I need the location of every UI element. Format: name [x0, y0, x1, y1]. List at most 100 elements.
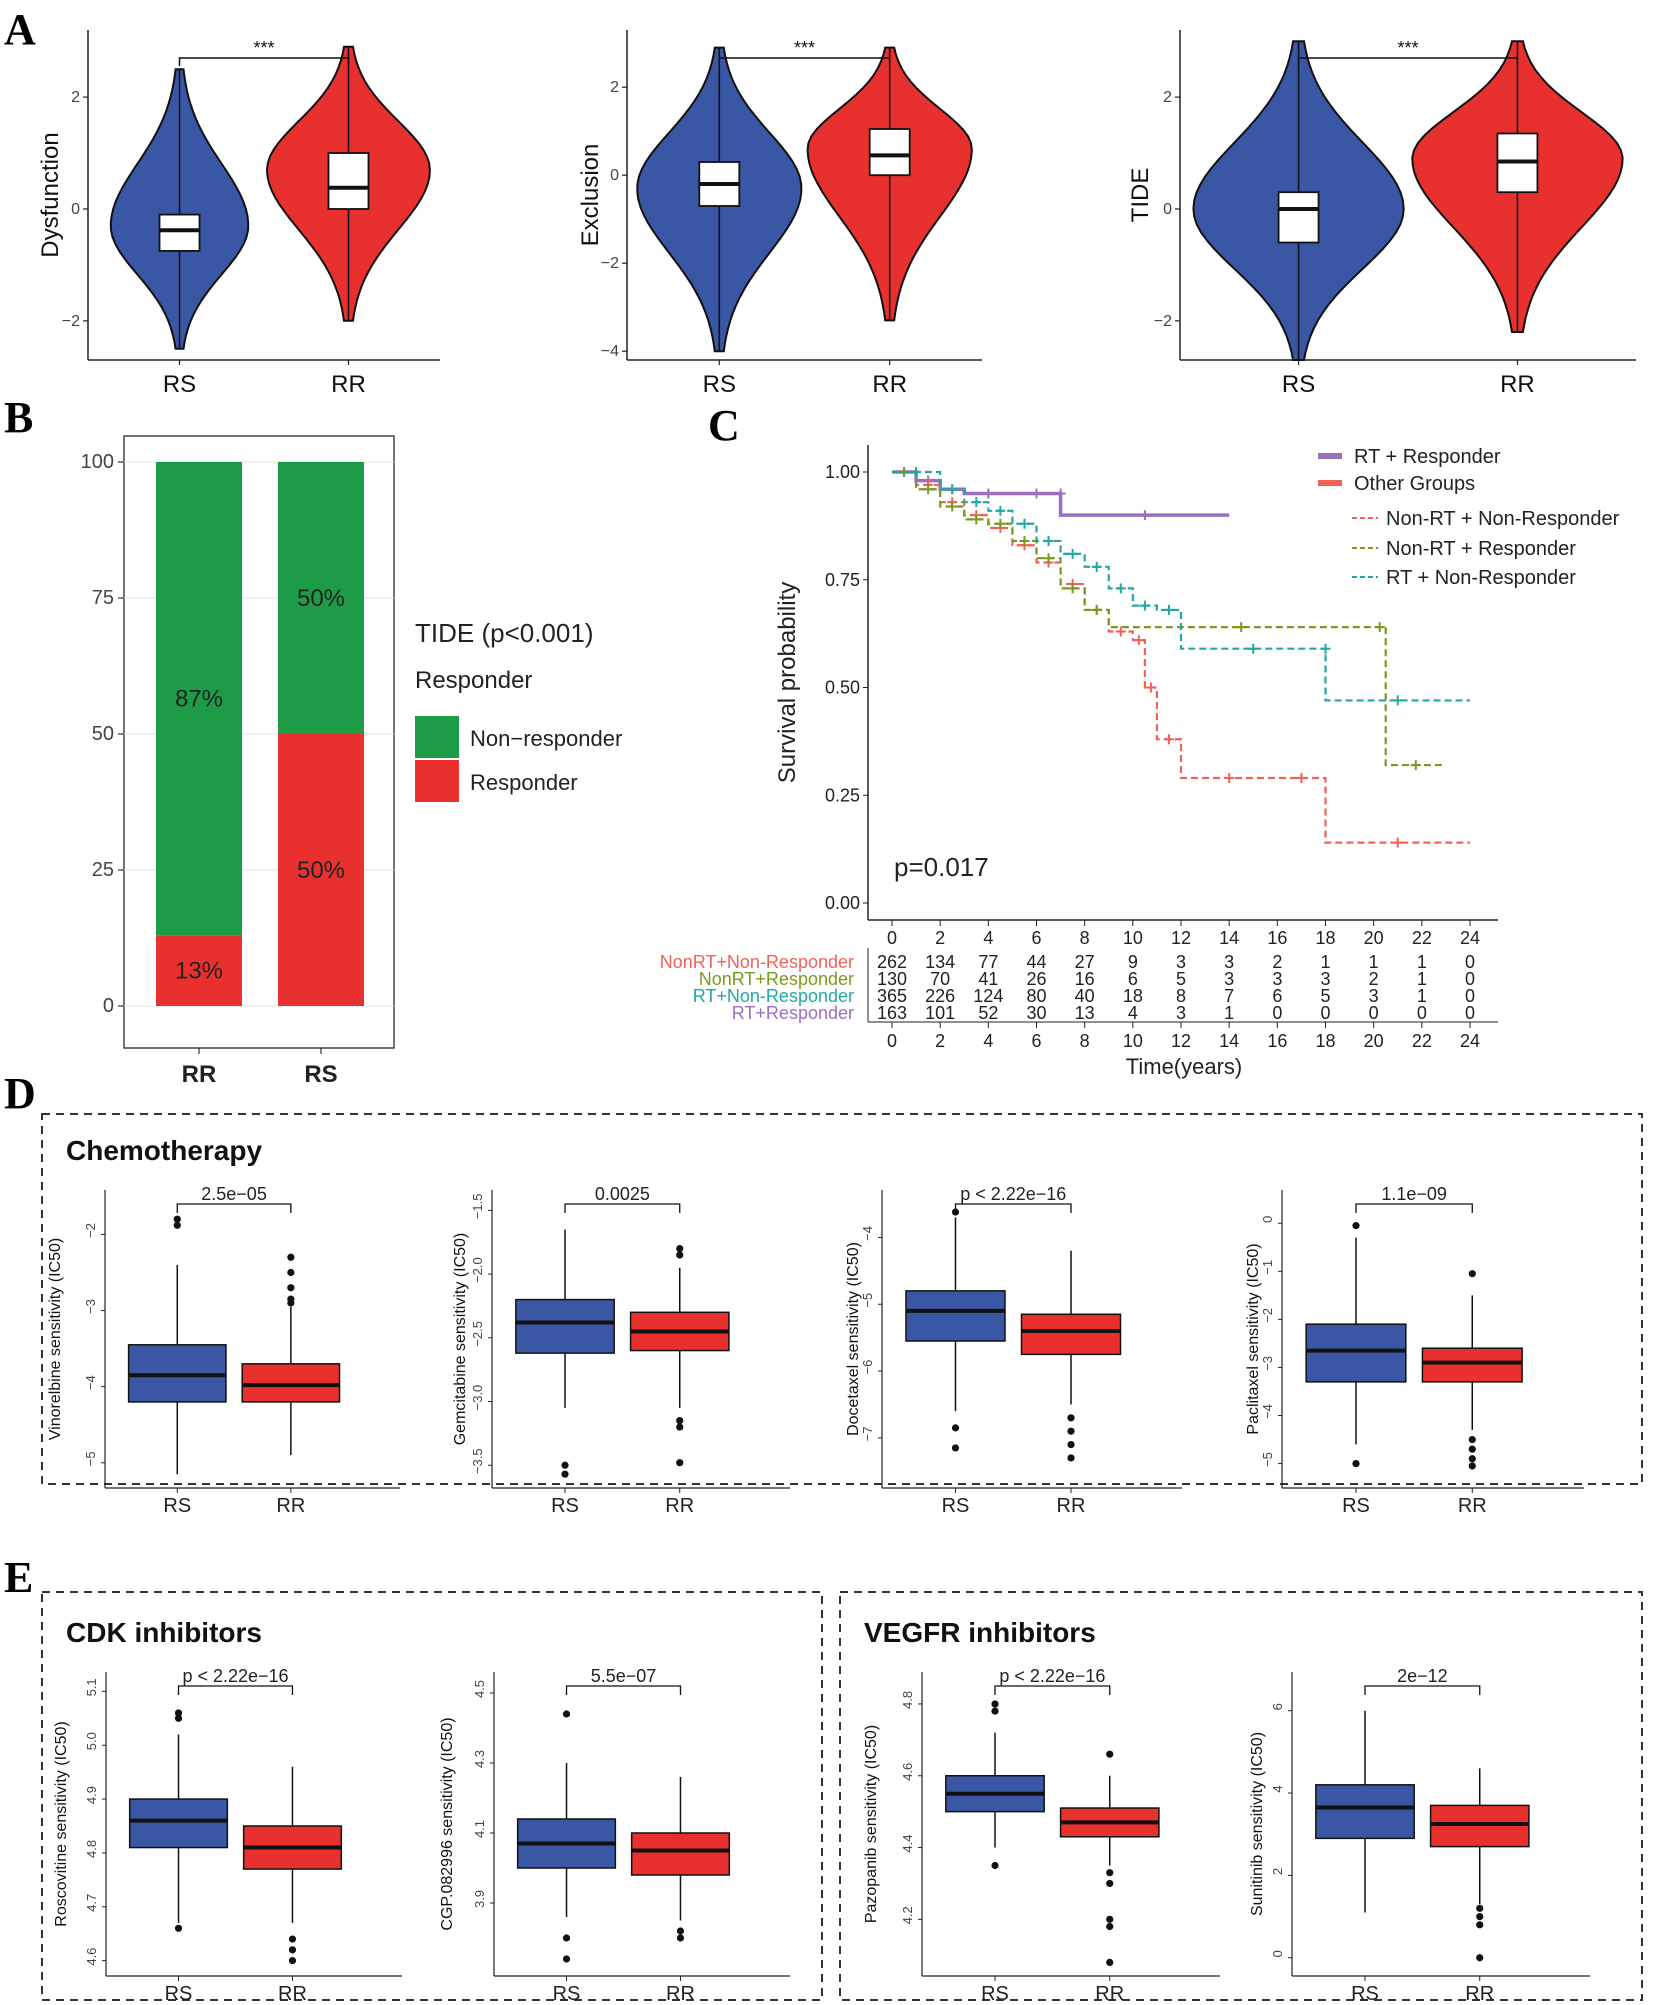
x-tick-label: RS [703, 371, 736, 398]
y-tick-label: 0 [103, 995, 114, 1017]
boxplot-pazopanib: 4.2 4.4 4.6 4.8 Pazopanib sensitivity (IC50)… [863, 1666, 1220, 2005]
significance-bracket [1355, 1203, 1473, 1213]
x-tick-label: 6 [1031, 928, 1041, 948]
y-tick-label: 4.8 [900, 1691, 915, 1709]
y-tick-label: 50 [92, 723, 114, 745]
outlier-point [1468, 1270, 1476, 1278]
outlier-point [1352, 1459, 1360, 1468]
x-tick-label: RS [553, 1983, 581, 2005]
panel-label-c: C [708, 401, 740, 450]
boxplot-sunitinib: 0 2 4 6 Sunitinib sensitivity (IC50) RS RR 2e−1… [1249, 1666, 1590, 2005]
censor-mark [983, 488, 994, 499]
significance-label: 1.1e−09 [1381, 1184, 1447, 1204]
bar-responder-rr [156, 935, 242, 1006]
risk-x-tick-label: 12 [1171, 1031, 1191, 1051]
y-tick-label: 0.00 [825, 893, 860, 913]
significance-label: p < 2.22e−16 [999, 1666, 1105, 1686]
y-axis-title: Pazopanib sensitivity (IC50) [863, 1725, 880, 1923]
censor-mark [1392, 695, 1403, 706]
significance-label: 2.5e−05 [201, 1184, 267, 1204]
km-curve-3 [892, 470, 1470, 702]
risk-count: 0 [1465, 1003, 1475, 1023]
x-tick-label: RR [1095, 1983, 1124, 2005]
y-axis-title: CGP.082996 sensitivity (IC50) [439, 1717, 456, 1930]
significance-bracket [178, 57, 350, 66]
risk-count: 3 [1224, 952, 1234, 972]
cdk-frame [41, 1591, 823, 2001]
vegfr-title: VEGFR inhibitors [864, 1617, 1096, 1648]
x-tick-label: RR [1458, 1495, 1487, 1517]
x-tick-label: 18 [1315, 928, 1335, 948]
outlier-point [676, 1251, 684, 1259]
risk-count: 52 [978, 1003, 998, 1023]
risk-count: 44 [1026, 952, 1046, 972]
y-tick-label: 25 [92, 859, 114, 881]
outlier-point [173, 1215, 181, 1223]
outlier-point [1468, 1462, 1476, 1470]
bar-nonresponder-rs [278, 462, 364, 734]
y-tick-label: 0 [610, 167, 619, 184]
censor-mark [1163, 604, 1174, 615]
outlier-point [174, 1714, 183, 1722]
censor-mark [1019, 518, 1030, 529]
censor-mark [1248, 643, 1259, 654]
x-tick-label: RS [551, 1495, 579, 1517]
box-rs [515, 1298, 615, 1354]
box-rs [128, 1798, 229, 1849]
bar-label-responder: 13% [175, 958, 223, 985]
outlier-point [1067, 1427, 1075, 1435]
outlier-point [1106, 1750, 1114, 1758]
x-tick-label: RR [1465, 1983, 1494, 2005]
risk-count: 5 [1176, 969, 1186, 989]
y-tick-label: 4.6 [900, 1763, 915, 1781]
outlier-point [287, 1268, 295, 1277]
y-tick-label: −7 [860, 1426, 875, 1441]
significance-label: 2e−12 [1397, 1666, 1448, 1686]
y-axis-title: TIDE [1127, 168, 1154, 223]
censor-mark [1145, 682, 1156, 693]
risk-x-tick-label: 6 [1031, 1031, 1041, 1051]
x-tick-label: RS [942, 1495, 970, 1517]
risk-count: 0 [1465, 952, 1475, 972]
x-tick-label: 4 [983, 928, 993, 948]
x-tick-label: 14 [1219, 928, 1239, 948]
risk-count: 1 [1224, 1003, 1234, 1023]
outlier-point [1106, 1869, 1114, 1877]
censor-mark [1067, 583, 1078, 594]
y-tick-label: 4.9 [84, 1786, 99, 1804]
outlier-point [288, 1946, 297, 1954]
y-tick-label: −2 [1154, 313, 1172, 330]
y-tick-label: 0 [1163, 201, 1172, 218]
x-axis-title: Time(years) [1126, 1054, 1243, 1079]
x-tick-label: RS [1351, 1983, 1379, 2005]
risk-count: 6 [1272, 986, 1282, 1006]
risk-count: 30 [1026, 1003, 1046, 1023]
risk-count: 3 [1224, 969, 1234, 989]
outlier-point [991, 1861, 999, 1870]
y-tick-label: −2 [62, 313, 80, 330]
outlier-point [174, 1709, 183, 1717]
outlier-point [1106, 1915, 1114, 1923]
y-tick-label: 4.4 [900, 1834, 915, 1852]
legend-label-2: Non-RT + Non-Responder [1386, 508, 1620, 530]
legend-label-4: RT + Non-Responder [1386, 567, 1576, 589]
risk-count: 9 [1128, 952, 1138, 972]
risk-row-label: NonRT+Non-Responder [660, 952, 854, 972]
y-tick-label: 2 [1163, 89, 1172, 106]
boxplot-roscovitine: 4.6 4.7 4.8 4.9 5.0 5.1 Roscovitine sensitivit… [53, 1666, 402, 2005]
x-tick-label: RR [276, 1495, 305, 1517]
boxplot-vinorelbine: −5 −4 −3 −2 Vinorelbine sensitivity (IC50) RS… [47, 1184, 400, 1517]
y-tick-label: 0 [1260, 1216, 1275, 1223]
y-tick-label: −4 [83, 1375, 98, 1390]
risk-x-tick-label: 10 [1123, 1031, 1143, 1051]
censor-mark [1410, 760, 1421, 771]
x-tick-label: RR [666, 1983, 695, 2005]
outlier-point [287, 1253, 295, 1261]
x-tick-label: RR [665, 1495, 694, 1517]
y-tick-label: 100 [81, 451, 114, 473]
x-tick-label: 8 [1080, 928, 1090, 948]
y-tick-label: 4.6 [84, 1948, 99, 1966]
risk-count: 1 [1320, 952, 1330, 972]
y-axis-title: Exclusion [577, 144, 604, 247]
y-tick-label: 0.25 [825, 785, 860, 805]
